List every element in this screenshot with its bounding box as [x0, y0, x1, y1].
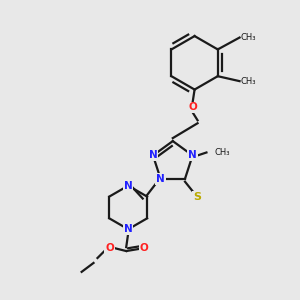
Text: N: N	[148, 151, 158, 160]
Text: CH₃: CH₃	[241, 76, 256, 85]
Text: CH₃: CH₃	[214, 148, 230, 157]
Text: O: O	[140, 243, 148, 253]
Text: O: O	[188, 102, 197, 112]
Text: N: N	[156, 174, 165, 184]
Text: N: N	[124, 181, 133, 191]
Text: O: O	[105, 243, 114, 253]
Text: N: N	[124, 224, 133, 234]
Text: S: S	[193, 192, 201, 202]
Text: CH₃: CH₃	[241, 33, 256, 42]
Text: N: N	[188, 151, 197, 160]
